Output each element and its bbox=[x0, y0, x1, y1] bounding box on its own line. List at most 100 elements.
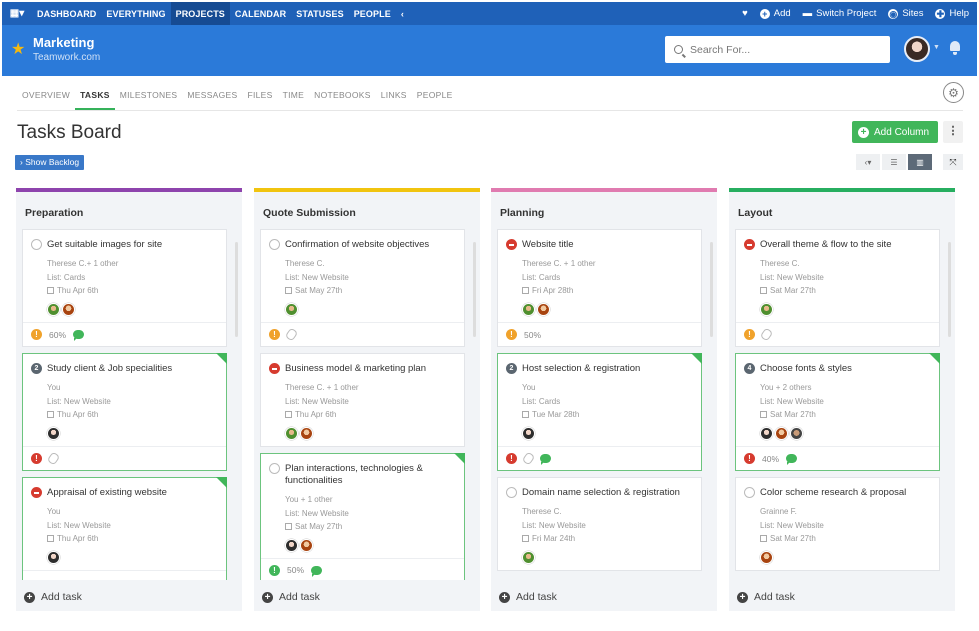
task-card[interactable]: 2 Host selection & registration You List: C… bbox=[497, 353, 702, 471]
avatar[interactable] bbox=[790, 426, 803, 440]
avatar[interactable] bbox=[537, 302, 550, 316]
scrollbar[interactable] bbox=[948, 242, 951, 337]
subtask-count-badge[interactable]: 2 bbox=[31, 363, 42, 374]
comment-icon[interactable] bbox=[73, 330, 85, 341]
add-task-button[interactable]: + Add task bbox=[24, 591, 82, 603]
avatar[interactable] bbox=[47, 550, 60, 564]
priority-icon[interactable]: ! bbox=[31, 329, 42, 340]
tab-people[interactable]: PEOPLE bbox=[416, 90, 453, 100]
task-card[interactable]: Appraisal of existing website You List: Ne… bbox=[22, 477, 227, 580]
tab-milestones[interactable]: MILESTONES bbox=[119, 90, 178, 100]
scrollbar[interactable] bbox=[235, 242, 238, 337]
heart-icon[interactable]: ♥ bbox=[742, 8, 748, 19]
nav-item-calendar[interactable]: CALENDAR bbox=[234, 8, 287, 19]
blocked-icon[interactable] bbox=[506, 239, 517, 250]
task-checkbox[interactable] bbox=[269, 463, 280, 474]
task-title[interactable]: Appraisal of existing website bbox=[47, 487, 167, 498]
task-card[interactable]: Business model & marketing plan Therese C… bbox=[260, 353, 465, 447]
nav-item-people[interactable]: PEOPLE bbox=[353, 8, 391, 19]
priority-icon[interactable]: ! bbox=[744, 329, 755, 340]
task-card[interactable]: Color scheme research & proposal Grainne … bbox=[735, 477, 940, 571]
add-task-button[interactable]: + Add task bbox=[499, 591, 557, 603]
avatar[interactable] bbox=[62, 302, 75, 316]
add-button[interactable]: + Add bbox=[759, 8, 791, 19]
tab-tasks[interactable]: TASKS bbox=[75, 82, 115, 110]
show-backlog-button[interactable]: › Show Backlog bbox=[15, 155, 85, 170]
avatar[interactable] bbox=[47, 426, 60, 440]
nav-item-statuses[interactable]: STATUSES bbox=[296, 8, 344, 19]
avatar[interactable] bbox=[285, 426, 298, 440]
task-card[interactable]: Plan interactions, technologies & functi… bbox=[260, 453, 465, 580]
paperclip-icon[interactable] bbox=[284, 327, 299, 342]
avatar[interactable] bbox=[760, 426, 773, 440]
priority-icon[interactable]: ! bbox=[269, 329, 280, 340]
fullscreen-icon[interactable]: ⤧ bbox=[943, 154, 963, 170]
chevron-down-icon[interactable]: ▼ bbox=[933, 44, 940, 51]
priority-icon[interactable]: ! bbox=[506, 453, 517, 464]
column-title[interactable]: Preparation bbox=[25, 207, 84, 219]
avatar[interactable] bbox=[522, 550, 535, 564]
apps-menu-icon[interactable]: ▦▾ bbox=[9, 8, 25, 19]
user-avatar[interactable] bbox=[904, 36, 930, 62]
avatar[interactable] bbox=[522, 426, 535, 440]
task-title[interactable]: Host selection & registration bbox=[522, 363, 641, 374]
task-checkbox[interactable] bbox=[31, 239, 42, 250]
project-name[interactable]: Marketing bbox=[33, 35, 95, 50]
task-title[interactable]: Color scheme research & proposal bbox=[760, 487, 907, 498]
avatar[interactable] bbox=[522, 302, 535, 316]
subtask-count-badge[interactable]: 2 bbox=[506, 363, 517, 374]
add-task-button[interactable]: + Add task bbox=[262, 591, 320, 603]
search-input[interactable]: Search For... bbox=[665, 36, 890, 63]
tab-messages[interactable]: MESSAGES bbox=[187, 90, 238, 100]
nav-item-dashboard[interactable]: DASHBOARD bbox=[37, 8, 97, 19]
task-card[interactable]: Website title Therese C. + 1 other List: C… bbox=[497, 229, 702, 347]
more-options-button[interactable]: ⋮ bbox=[943, 121, 963, 143]
task-checkbox[interactable] bbox=[506, 487, 517, 498]
gear-icon[interactable]: ⚙ bbox=[943, 82, 964, 103]
task-card[interactable]: Domain name selection & registration Ther… bbox=[497, 477, 702, 571]
nav-item-projects[interactable]: PROJECTS bbox=[170, 2, 230, 25]
blocked-icon[interactable] bbox=[744, 239, 755, 250]
add-task-button[interactable]: + Add task bbox=[737, 591, 795, 603]
tab-links[interactable]: LINKS bbox=[380, 90, 407, 100]
blocked-icon[interactable] bbox=[269, 363, 280, 374]
task-card[interactable]: Get suitable images for site Therese C.+ … bbox=[22, 229, 227, 347]
task-title[interactable]: Confirmation of website objectives bbox=[285, 239, 430, 250]
sites-button[interactable]: ◉ Sites bbox=[888, 8, 924, 19]
switch-project-button[interactable]: ▬ Switch Project bbox=[802, 8, 877, 19]
subtask-count-badge[interactable]: 4 bbox=[744, 363, 755, 374]
avatar[interactable] bbox=[300, 426, 313, 440]
avatar[interactable] bbox=[775, 426, 788, 440]
task-card[interactable]: 4 Choose fonts & styles You + 2 others List… bbox=[735, 353, 940, 471]
star-icon[interactable]: ★ bbox=[11, 41, 26, 58]
paperclip-icon[interactable] bbox=[521, 451, 536, 466]
task-title[interactable]: Plan interactions, technologies & functi… bbox=[285, 463, 423, 486]
scrollbar[interactable] bbox=[473, 242, 476, 337]
priority-icon[interactable]: ! bbox=[506, 329, 517, 340]
avatar[interactable] bbox=[47, 302, 60, 316]
bell-icon[interactable] bbox=[949, 41, 961, 55]
task-checkbox[interactable] bbox=[269, 239, 280, 250]
task-title[interactable]: Website title bbox=[522, 239, 574, 250]
avatar[interactable] bbox=[760, 550, 773, 564]
tab-notebooks[interactable]: NOTEBOOKS bbox=[314, 90, 371, 100]
task-card[interactable]: Overall theme & flow to the site Therese … bbox=[735, 229, 940, 347]
avatar[interactable] bbox=[760, 302, 773, 316]
scrollbar[interactable] bbox=[710, 242, 713, 337]
priority-icon[interactable]: ! bbox=[31, 453, 42, 464]
column-title[interactable]: Planning bbox=[500, 207, 545, 219]
column-title[interactable]: Quote Submission bbox=[263, 207, 356, 219]
priority-icon[interactable]: ! bbox=[269, 564, 280, 576]
comment-icon[interactable] bbox=[311, 565, 323, 577]
task-title[interactable]: Study client & Job specialities bbox=[47, 363, 173, 374]
tab-overview[interactable]: OVERVIEW bbox=[22, 90, 71, 100]
help-button[interactable]: ✚ Help bbox=[935, 8, 969, 19]
tab-files[interactable]: FILES bbox=[247, 90, 273, 100]
avatar[interactable] bbox=[285, 302, 298, 316]
comment-icon[interactable] bbox=[786, 454, 798, 465]
priority-icon[interactable]: ! bbox=[744, 453, 755, 464]
task-title[interactable]: Overall theme & flow to the site bbox=[760, 239, 892, 250]
tab-time[interactable]: TIME bbox=[282, 90, 305, 100]
paperclip-icon[interactable] bbox=[759, 327, 774, 342]
add-column-button[interactable]: + Add Column bbox=[852, 121, 938, 143]
